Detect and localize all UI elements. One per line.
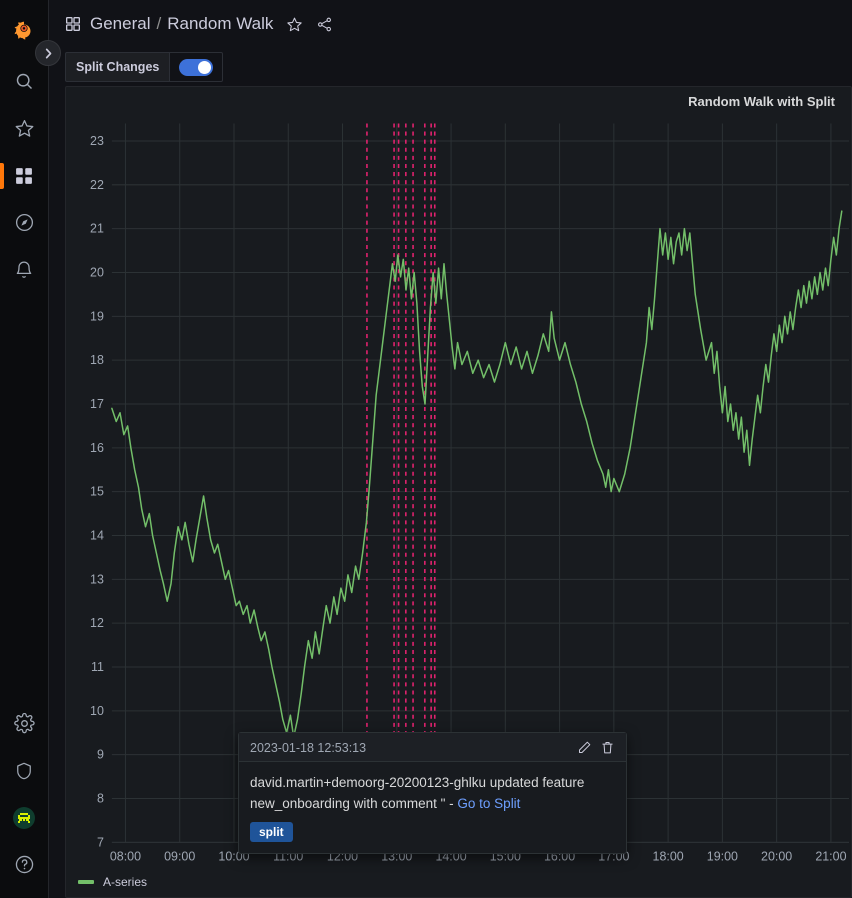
svg-text:10: 10 (90, 704, 104, 718)
sidebar-bottom-nav (0, 700, 48, 898)
svg-text:09:00: 09:00 (164, 849, 195, 863)
sidebar-item-alerting[interactable] (0, 246, 49, 293)
shield-icon (14, 761, 34, 781)
sidebar-item-dashboards[interactable] (0, 152, 49, 199)
main-content: General / Random Walk Split Changes (49, 0, 852, 898)
svg-text:16: 16 (90, 441, 104, 455)
breadcrumb-separator: / (156, 14, 162, 33)
dashboard-grid-icon (65, 16, 81, 32)
svg-text:13: 13 (90, 572, 104, 586)
pencil-icon[interactable] (577, 740, 592, 755)
legend: A-series (78, 875, 147, 889)
dashboards-icon (14, 166, 34, 186)
sidebar-item-configuration[interactable] (0, 700, 49, 747)
annotation-tooltip: 2023-01-18 12:53:13 dav (238, 732, 627, 854)
svg-text:11: 11 (91, 660, 104, 674)
svg-text:7: 7 (97, 835, 104, 849)
breadcrumb-folder[interactable]: General (90, 14, 151, 33)
svg-text:19: 19 (90, 309, 104, 323)
sidebar-top-nav (0, 0, 48, 293)
share-icon[interactable] (316, 16, 333, 33)
svg-text:08:00: 08:00 (110, 849, 141, 863)
star-icon (14, 118, 35, 139)
trash-icon[interactable] (600, 740, 615, 755)
annotation-text: david.martin+demoorg-20200123-ghlku upda… (250, 772, 615, 814)
svg-text:14: 14 (90, 528, 104, 542)
sidebar-item-help[interactable] (0, 841, 49, 888)
sidebar-item-user-profile[interactable] (0, 794, 49, 841)
page-title[interactable]: Random Walk (167, 14, 274, 33)
sidebar-item-server-admin[interactable] (0, 747, 49, 794)
svg-text:18:00: 18:00 (653, 849, 684, 863)
gear-icon (13, 713, 35, 734)
svg-text:23: 23 (90, 134, 104, 148)
sidebar (0, 0, 61, 898)
star-dashboard-icon[interactable] (286, 16, 303, 33)
svg-text:22: 22 (90, 178, 104, 192)
bell-icon (14, 260, 34, 280)
grafana-logo-icon[interactable] (0, 9, 49, 56)
breadcrumb: General / Random Walk (90, 14, 273, 34)
svg-text:20: 20 (90, 265, 104, 279)
template-variables-bar: Split Changes (49, 48, 852, 86)
search-icon (14, 71, 35, 92)
sidebar-expand-button[interactable] (35, 40, 61, 66)
annotation-tooltip-header: 2023-01-18 12:53:13 (239, 733, 626, 762)
svg-text:17: 17 (90, 397, 104, 411)
variable-label: Split Changes (65, 52, 170, 82)
svg-text:21:00: 21:00 (815, 849, 846, 863)
svg-text:8: 8 (97, 791, 104, 805)
svg-text:21: 21 (90, 222, 104, 236)
avatar-icon (12, 806, 36, 830)
compass-icon (14, 212, 35, 233)
legend-swatch-a-series (78, 880, 94, 884)
sidebar-item-search[interactable] (0, 58, 49, 105)
svg-text:18: 18 (90, 353, 104, 367)
question-circle-icon (14, 854, 35, 875)
svg-text:20:00: 20:00 (761, 849, 792, 863)
annotation-tooltip-body: david.martin+demoorg-20200123-ghlku upda… (239, 762, 626, 853)
annotation-tag[interactable]: split (250, 822, 293, 842)
annotation-timestamp: 2023-01-18 12:53:13 (250, 740, 367, 755)
svg-text:15: 15 (90, 485, 104, 499)
panel-title: Random Walk with Split (688, 94, 835, 109)
dashboard-toolbar: General / Random Walk (49, 0, 852, 48)
annotation-actions (577, 740, 615, 755)
split-changes-toggle[interactable] (179, 58, 214, 76)
svg-text:19:00: 19:00 (707, 849, 738, 863)
annotation-text-main: david.martin+demoorg-20200123-ghlku upda… (250, 775, 585, 811)
sidebar-item-explore[interactable] (0, 199, 49, 246)
svg-text:9: 9 (97, 748, 104, 762)
sidebar-item-starred[interactable] (0, 105, 49, 152)
variable-control (169, 52, 224, 82)
variable-split-changes: Split Changes (65, 52, 224, 82)
legend-label-a-series[interactable]: A-series (103, 875, 148, 889)
annotation-link[interactable]: Go to Split (457, 796, 521, 811)
svg-text:12: 12 (90, 616, 104, 630)
